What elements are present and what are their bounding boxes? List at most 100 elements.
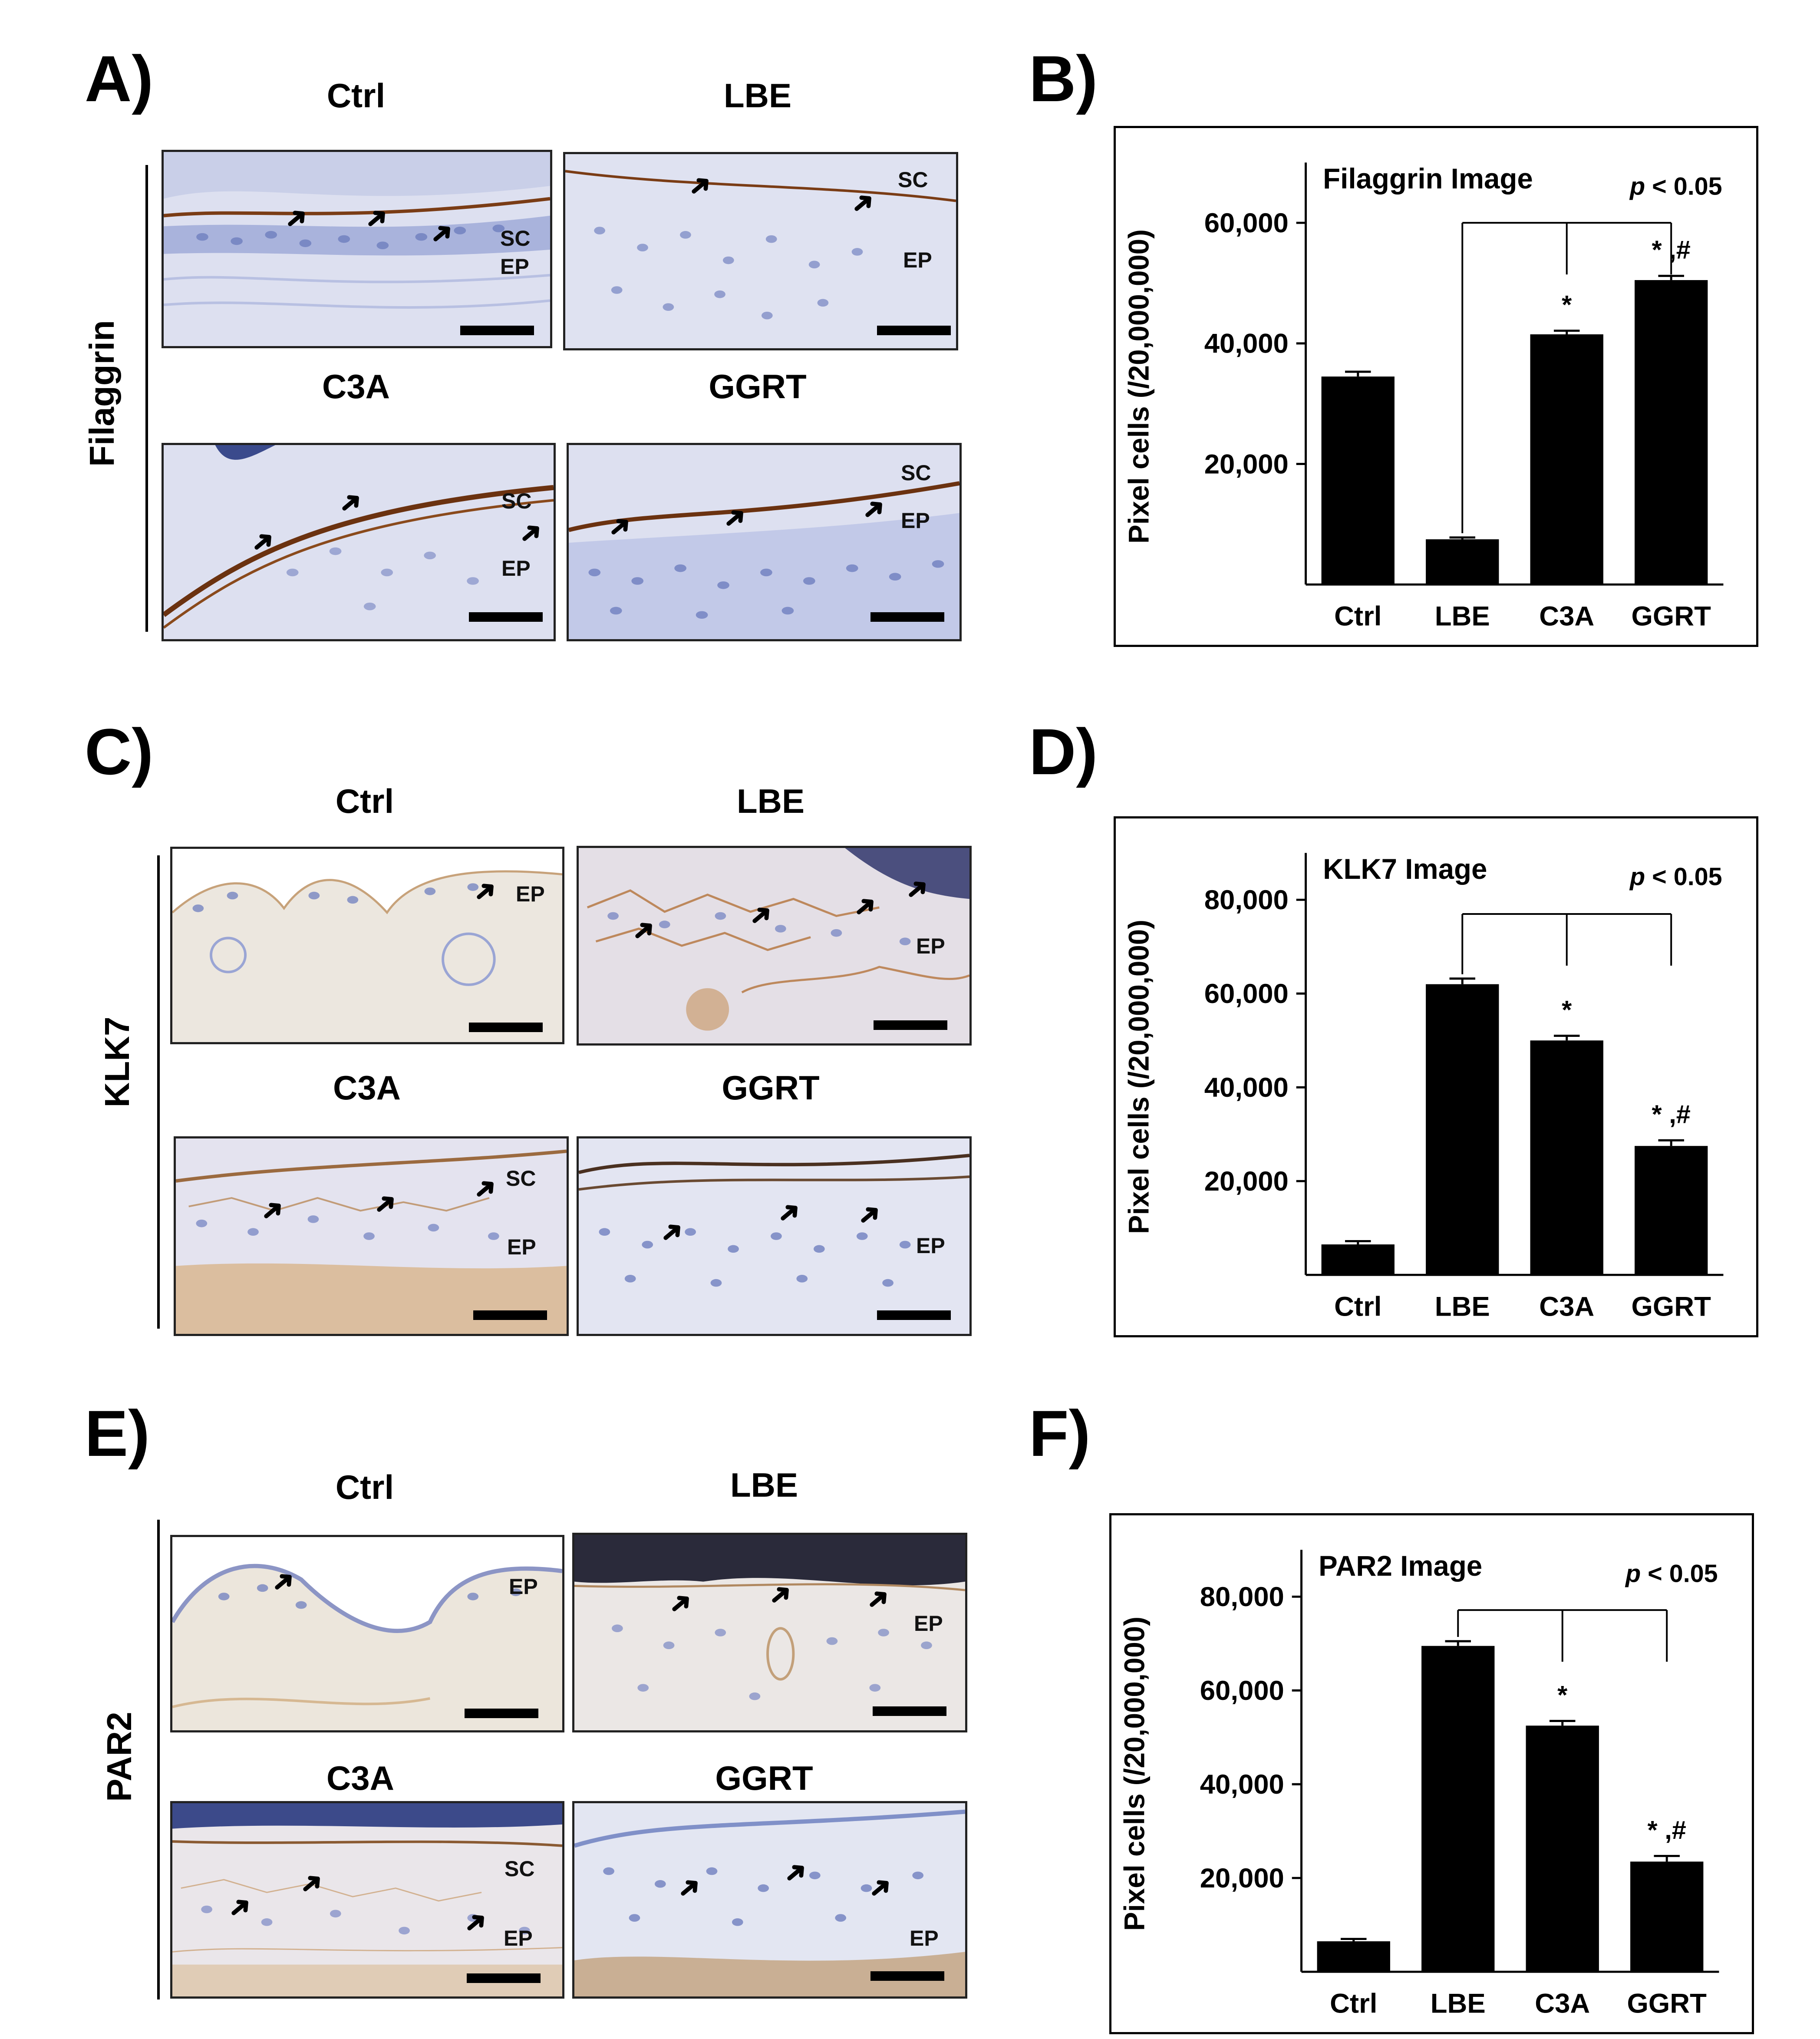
- scale-bar: [877, 1310, 951, 1320]
- micrograph-par2-c3a: [170, 1801, 564, 1999]
- panel-c-bracket: [157, 855, 160, 1329]
- panel-c-title-c3a: C3A: [333, 1069, 401, 1107]
- scale-bar: [873, 1706, 946, 1716]
- p-value-label: p < 0.05: [1629, 863, 1722, 891]
- chart-filaggrin-svg: 20,000 40,000 60,000 Pixel cells (/20,000,0…: [1123, 162, 1724, 631]
- label-ep: EP: [914, 1611, 943, 1636]
- x-tick-label: LBE: [1435, 1291, 1490, 1322]
- micrograph-filaggrin-ctrl: [162, 150, 552, 348]
- y-tick-label: 20,000: [1204, 449, 1289, 479]
- label-ep: EP: [903, 248, 932, 272]
- micrograph-filaggrin-c3a: [162, 443, 556, 641]
- y-tick-label: 60,000: [1200, 1676, 1284, 1706]
- bar: [1630, 1861, 1704, 1972]
- label-ep: EP: [916, 1234, 945, 1258]
- scale-bar: [874, 1020, 947, 1030]
- x-tick-label: Ctrl: [1330, 1988, 1377, 2019]
- micrograph-klk7-ggrt: [577, 1136, 972, 1336]
- significance-marker: * ,#: [1648, 1815, 1686, 1844]
- label-sc: SC: [898, 168, 928, 192]
- panel-a-title-lbe: LBE: [724, 76, 791, 115]
- y-tick-label: 20,000: [1204, 1166, 1289, 1197]
- panel-e-bracket: [157, 1520, 160, 1999]
- chart-title: PAR2 Image: [1319, 1550, 1482, 1582]
- chart-filaggrin: 20,000 40,000 60,000 Pixel cells (/20,000,0…: [1114, 126, 1758, 647]
- label-ep: EP: [516, 882, 545, 906]
- scale-bar: [877, 326, 951, 335]
- scale-bar: [469, 1023, 543, 1032]
- label-sc: SC: [504, 1857, 535, 1881]
- scale-bar: [465, 1709, 538, 1718]
- label-sc: SC: [500, 226, 531, 251]
- panel-letter-d: D): [1029, 715, 1098, 788]
- label-ep: EP: [504, 1926, 533, 1950]
- panel-a-title-c3a: C3A: [322, 367, 390, 406]
- bar: [1635, 1146, 1708, 1275]
- panel-e-stain-label: PAR2: [100, 1712, 138, 1802]
- y-tick-label: 60,000: [1204, 979, 1289, 1009]
- label-sc: SC: [901, 461, 931, 485]
- y-axis-label: Pixel cells (/20,000,000): [1123, 920, 1155, 1234]
- chart-par2: 20,000 40,000 60,000 80,000 Pixel cells (/20…: [1109, 1513, 1754, 2034]
- chart-title: KLK7 Image: [1323, 853, 1487, 885]
- label-sc: SC: [501, 489, 532, 513]
- label-ep: EP: [910, 1926, 939, 1950]
- label-ep: EP: [916, 934, 945, 958]
- y-tick-label: 20,000: [1200, 1863, 1284, 1894]
- panel-letter-c: C): [85, 715, 154, 788]
- panel-c-title-ctrl: Ctrl: [335, 782, 394, 820]
- bar: [1426, 539, 1499, 585]
- label-ep: EP: [507, 1235, 536, 1259]
- y-tick-label: 60,000: [1204, 208, 1289, 238]
- label-ep: EP: [509, 1574, 538, 1599]
- panel-letter-e: E): [85, 1397, 150, 1470]
- panel-c-title-ggrt: GGRT: [722, 1069, 820, 1107]
- micrograph-filaggrin-lbe: [563, 152, 958, 350]
- micrograph-filaggrin-ggrt: [567, 443, 962, 641]
- panel-letter-f: F): [1029, 1397, 1091, 1470]
- x-tick-label: GGRT: [1627, 1988, 1707, 2019]
- bar: [1530, 334, 1603, 585]
- panel-e-title-ggrt: GGRT: [715, 1759, 813, 1797]
- label-ep: EP: [901, 508, 930, 533]
- y-tick-label: 80,000: [1200, 1582, 1284, 1612]
- x-tick-label: C3A: [1539, 601, 1594, 631]
- panel-a-title-ggrt: GGRT: [709, 367, 807, 406]
- scale-bar: [469, 612, 543, 622]
- y-tick-label: 40,000: [1204, 329, 1289, 359]
- bar: [1426, 984, 1499, 1275]
- chart-klk7-svg: 20,000 40,000 60,000 80,000 Pixel cells (/20…: [1123, 853, 1724, 1322]
- y-axis-label: Pixel cells (/20,000,000): [1123, 229, 1155, 544]
- panel-e-title-ctrl: Ctrl: [335, 1468, 394, 1506]
- chart-klk7: 20,000 40,000 60,000 80,000 Pixel cells (/20…: [1114, 816, 1758, 1337]
- bar: [1321, 376, 1395, 585]
- micrograph-par2-ctrl: [170, 1535, 564, 1732]
- chart-par2-svg: 20,000 40,000 60,000 80,000 Pixel cells (/20…: [1119, 1550, 1719, 2019]
- significance-marker: *: [1562, 995, 1572, 1024]
- panel-e-title-c3a: C3A: [326, 1759, 395, 1797]
- x-tick-label: C3A: [1539, 1291, 1594, 1322]
- bar: [1421, 1646, 1495, 1972]
- chart-title: Filaggrin Image: [1323, 163, 1533, 195]
- label-ep: EP: [500, 254, 529, 279]
- panel-letter-b: B): [1029, 42, 1098, 115]
- y-tick-label: 40,000: [1204, 1072, 1289, 1103]
- micrograph-par2-ggrt: [572, 1801, 967, 1999]
- significance-marker: * ,#: [1652, 1100, 1691, 1129]
- bar: [1317, 1941, 1390, 1972]
- micrograph-klk7-ctrl: [170, 847, 564, 1044]
- label-sc: SC: [506, 1166, 536, 1191]
- scale-bar: [870, 1971, 944, 1981]
- panel-a-title-ctrl: Ctrl: [326, 76, 386, 115]
- y-tick-label: 80,000: [1204, 885, 1289, 915]
- significance-marker: *: [1562, 290, 1572, 319]
- p-value-label: p < 0.05: [1629, 173, 1722, 201]
- x-tick-label: C3A: [1535, 1988, 1590, 2019]
- bar: [1635, 280, 1708, 585]
- panel-letter-a: A): [85, 42, 154, 115]
- significance-marker: *: [1557, 1680, 1568, 1709]
- bar: [1526, 1726, 1599, 1972]
- scale-bar: [460, 326, 534, 335]
- label-ep: EP: [501, 556, 531, 581]
- micrograph-klk7-c3a: [174, 1136, 569, 1336]
